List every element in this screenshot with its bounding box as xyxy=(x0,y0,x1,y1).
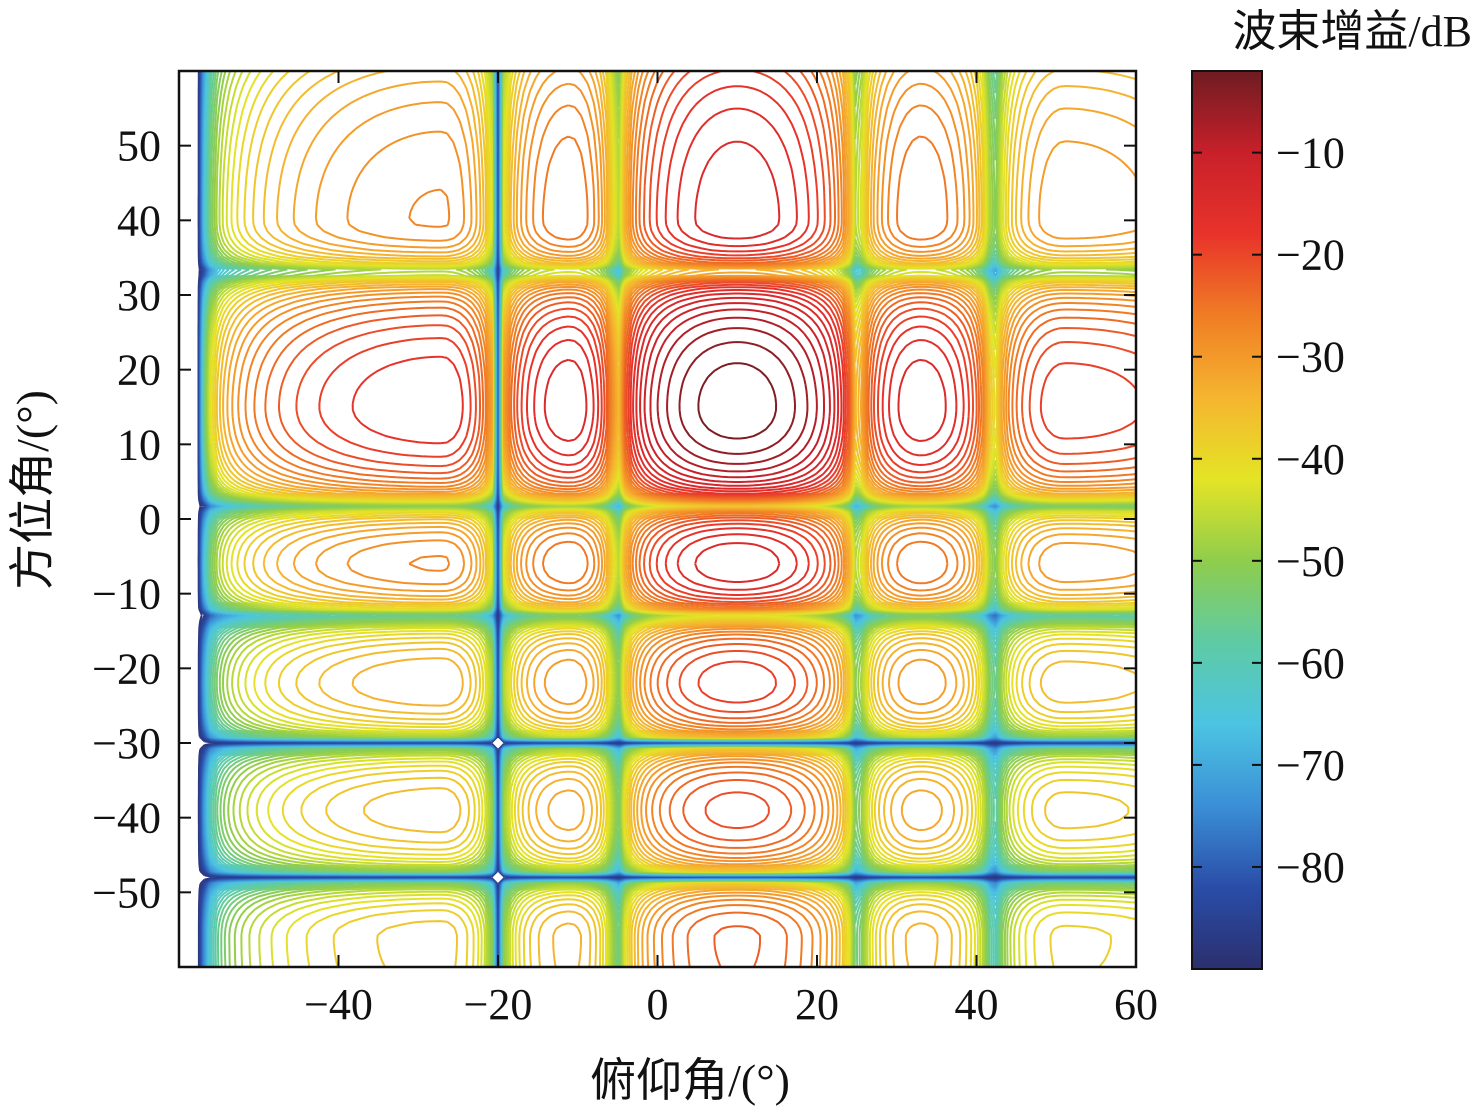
contour-level xyxy=(656,316,818,473)
plot-area xyxy=(177,69,1138,969)
contour-level xyxy=(231,71,1136,967)
contour-level xyxy=(318,71,1136,704)
y-tick-label: 10 xyxy=(117,420,161,469)
contour-level xyxy=(666,327,809,465)
contour-level xyxy=(697,362,778,440)
contour-level xyxy=(295,71,1136,829)
contour-level xyxy=(543,140,947,583)
y-tick-label: 40 xyxy=(117,196,161,245)
contour-level xyxy=(639,296,836,487)
colorbar-ticks: −10 −20 −30 −40 −50 −60 −70 −80 xyxy=(1192,129,1345,892)
colorbar-tick-label: −10 xyxy=(1276,129,1345,178)
colorbar-tick-label: −80 xyxy=(1276,843,1345,892)
contour-level xyxy=(649,308,825,479)
y-tick-label: −40 xyxy=(92,794,161,843)
contour-level xyxy=(533,107,958,591)
x-axis: −40 −20 0 20 40 60 xyxy=(304,71,1158,1029)
y-tick-label: −30 xyxy=(92,719,161,768)
x-tick-label: 40 xyxy=(955,980,999,1029)
x-tick-label: 0 xyxy=(647,980,669,1029)
colorbar-tick-label: −60 xyxy=(1276,639,1345,688)
y-tick-label: 0 xyxy=(139,495,161,544)
contour-level xyxy=(351,85,965,596)
y-tick-label: 20 xyxy=(117,346,161,395)
y-tick-label: −10 xyxy=(92,570,161,619)
colorbar-tick-label: −40 xyxy=(1276,435,1345,484)
contour-level xyxy=(213,71,1136,967)
contour-level xyxy=(678,341,796,455)
x-tick-label: −40 xyxy=(304,980,373,1029)
x-tick-label: 60 xyxy=(1114,980,1158,1029)
colorbar-gradient xyxy=(1192,71,1262,969)
colorbar-title: 波束增益/dB xyxy=(1232,7,1472,56)
colorbar-frame xyxy=(1191,70,1263,970)
contour-level xyxy=(237,71,1136,967)
colorbar-tick-label: −30 xyxy=(1276,333,1345,382)
y-tick-label: 30 xyxy=(117,271,161,320)
contour-level xyxy=(209,71,1136,967)
y-tick-label: −20 xyxy=(92,644,161,693)
colorbar-tick-label: −50 xyxy=(1276,537,1345,586)
y-axis-title: 方位角/(°) xyxy=(7,390,58,590)
colorbar-tick-label: −70 xyxy=(1276,741,1345,790)
contour-level xyxy=(264,71,1136,967)
colorbar-tick-label: −20 xyxy=(1276,231,1345,280)
x-tick-label: 20 xyxy=(795,980,839,1029)
colorbar: −10 −20 −30 −40 −50 −60 −70 −80 波束增益/dB xyxy=(1191,7,1472,970)
y-axis: 50 40 30 20 10 0 −10 −20 −30 −40 −50 xyxy=(92,122,1136,917)
y-tick-label: 50 xyxy=(117,122,161,171)
x-tick-label: −20 xyxy=(464,980,533,1029)
contour-lines xyxy=(197,71,1136,967)
x-axis-title: 俯仰角/(°) xyxy=(590,1055,790,1106)
contour-level xyxy=(253,71,1136,967)
y-tick-label: −50 xyxy=(92,868,161,917)
contour-level xyxy=(278,71,1136,967)
contour-level xyxy=(643,302,831,483)
